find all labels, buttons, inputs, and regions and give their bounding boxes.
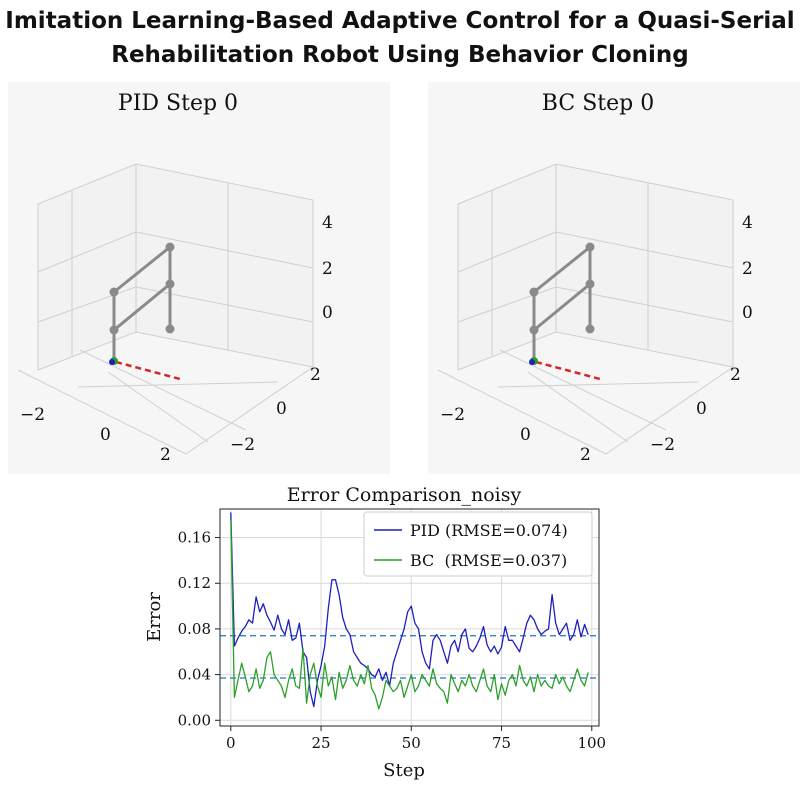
pid-y-tick-neg2: −2 bbox=[230, 435, 255, 455]
pid-panel-title: PID Step 0 bbox=[118, 91, 238, 116]
y-tick-label: 0.04 bbox=[178, 666, 211, 684]
bc-panel-title: BC Step 0 bbox=[542, 91, 654, 116]
pid-x-tick-0: 0 bbox=[100, 425, 111, 445]
x-tick-label: 25 bbox=[312, 734, 331, 752]
y-axis-label: Error bbox=[144, 592, 165, 642]
pid-robot-joints bbox=[109, 242, 175, 335]
x-tick-label: 0 bbox=[226, 734, 236, 752]
bc-y-tick-0: 0 bbox=[696, 399, 707, 419]
legend-label-bc: BC (RMSE=0.037) bbox=[410, 551, 567, 570]
pid-z-tick-4: 4 bbox=[322, 213, 333, 233]
bc-y-tick-2: 2 bbox=[730, 365, 741, 385]
bc-error-line bbox=[230, 520, 589, 710]
pid-error-line bbox=[230, 512, 589, 708]
figure-title-line-2: Rehabilitation Robot Using Behavior Clon… bbox=[111, 42, 689, 68]
y-tick-label: 0.08 bbox=[178, 620, 211, 638]
bc-y-tick-neg2: −2 bbox=[650, 435, 675, 455]
figure-title-line-1: Imitation Learning-Based Adaptive Contro… bbox=[5, 8, 795, 34]
error-comparison-chart: Error Comparison_noisy 0.000.040.080.120… bbox=[144, 484, 606, 781]
bc-x-tick-0: 0 bbox=[520, 425, 531, 445]
bc-trajectory-path bbox=[535, 360, 601, 381]
pid-y-tick-2: 2 bbox=[310, 365, 321, 385]
legend-box bbox=[363, 511, 593, 577]
pid-z-tick-0: 0 bbox=[322, 303, 333, 323]
y-tick-label: 0.16 bbox=[178, 529, 211, 547]
pid-3d-grid bbox=[17, 163, 314, 455]
pid-target-point bbox=[109, 359, 115, 365]
x-tick-label: 75 bbox=[492, 734, 511, 752]
legend-label-pid: PID (RMSE=0.074) bbox=[410, 521, 568, 540]
bc-robot-joints bbox=[529, 242, 595, 335]
bc-3d-grid bbox=[437, 163, 734, 455]
bc-x-tick-neg2: −2 bbox=[440, 405, 465, 425]
bc-z-tick-0: 0 bbox=[742, 303, 753, 323]
figure-title: Imitation Learning-Based Adaptive Contro… bbox=[0, 4, 800, 72]
x-tick-label: 50 bbox=[402, 734, 421, 752]
chart-y-ticks: 0.00 0.04 0.08 0.12 0.16 bbox=[178, 529, 220, 729]
chart-x-ticks: 0 25 50 75 100 bbox=[226, 726, 606, 752]
bc-x-tick-2: 2 bbox=[580, 445, 591, 465]
pid-trajectory-path bbox=[115, 360, 181, 381]
pid-3d-axes-ticks: 4 2 0 2 0 −2 −2 0 2 bbox=[20, 213, 333, 465]
pid-x-tick-2: 2 bbox=[160, 445, 171, 465]
chart-legend: PID (RMSE=0.074) BC (RMSE=0.037) bbox=[363, 511, 593, 577]
pid-z-tick-2: 2 bbox=[322, 259, 333, 279]
chart-title: Error Comparison_noisy bbox=[287, 484, 522, 506]
chart-reference-lines bbox=[220, 635, 599, 679]
bc-z-tick-2: 2 bbox=[742, 259, 753, 279]
pid-3d-panel: PID Step 0 4 2 0 2 0 −2 −2 0 2 bbox=[8, 82, 390, 474]
bc-3d-axes-ticks: 4 2 0 2 0 −2 −2 0 2 bbox=[440, 213, 753, 465]
bc-3d-panel: BC Step 0 4 2 0 2 0 −2 −2 0 2 bbox=[428, 82, 800, 474]
bc-z-tick-4: 4 bbox=[742, 213, 753, 233]
pid-y-tick-0: 0 bbox=[276, 399, 287, 419]
bc-target-point bbox=[529, 359, 535, 365]
chart-series bbox=[230, 512, 589, 710]
pid-x-tick-neg2: −2 bbox=[20, 405, 45, 425]
chart-plot-frame bbox=[219, 508, 600, 727]
x-axis-label: Step bbox=[383, 760, 425, 781]
x-tick-label: 100 bbox=[577, 734, 606, 752]
pid-3d-plot: PID Step 0 4 2 0 2 0 −2 −2 0 2 bbox=[17, 91, 333, 465]
bc-3d-plot: BC Step 0 4 2 0 2 0 −2 −2 0 2 bbox=[437, 91, 753, 465]
y-tick-label: 0.00 bbox=[178, 711, 211, 729]
y-tick-label: 0.12 bbox=[178, 574, 211, 592]
